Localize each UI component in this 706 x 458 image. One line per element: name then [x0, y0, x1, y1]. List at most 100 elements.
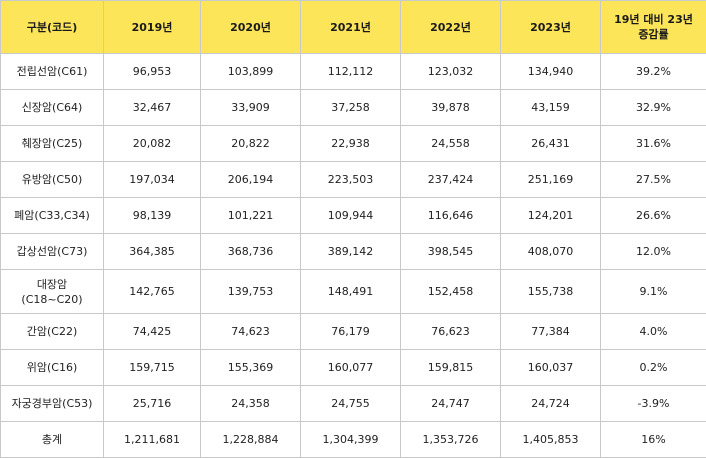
- cell-change-rate: 27.5%: [601, 162, 706, 198]
- cell-change-rate: -3.9%: [601, 386, 706, 422]
- header-change-rate: 19년 대비 23년 증감률: [601, 1, 706, 54]
- cell-2020: 101,221: [201, 198, 301, 234]
- row-category-cell: 갑상선암(C73): [1, 234, 104, 270]
- cell-2021: 223,503: [301, 162, 401, 198]
- cell-change-rate: 31.6%: [601, 126, 706, 162]
- cell-2019: 96,953: [104, 54, 201, 90]
- header-change-rate-line-1: 19년 대비 23년: [603, 12, 704, 27]
- header-row: 구분(코드) 2019년 2020년 2021년 2022년 2023년 19년…: [1, 1, 706, 54]
- cell-2021: 160,077: [301, 350, 401, 386]
- row-category-cell: 전립선암(C61): [1, 54, 104, 90]
- cell-2023: 408,070: [501, 234, 601, 270]
- cell-2021: 24,755: [301, 386, 401, 422]
- row-category-text: 췌장암(C25): [3, 136, 101, 151]
- header-2020: 2020년: [201, 1, 301, 54]
- cell-2019: 159,715: [104, 350, 201, 386]
- row-category-text: 자궁경부암(C53): [3, 396, 101, 411]
- cell-2022: 39,878: [401, 90, 501, 126]
- cell-2019: 20,082: [104, 126, 201, 162]
- row-category-text: 신장암(C64): [3, 100, 101, 115]
- cell-2019: 25,716: [104, 386, 201, 422]
- cell-2022: 24,747: [401, 386, 501, 422]
- cell-2022: 398,545: [401, 234, 501, 270]
- cell-2020: 155,369: [201, 350, 301, 386]
- cell-2019: 1,211,681: [104, 422, 201, 458]
- cell-2019: 98,139: [104, 198, 201, 234]
- cell-2022: 116,646: [401, 198, 501, 234]
- cell-change-rate: 26.6%: [601, 198, 706, 234]
- row-category-text: 폐암(C33,C34): [3, 208, 101, 223]
- header-category: 구분(코드): [1, 1, 104, 54]
- row-category-text: 유방암(C50): [3, 172, 101, 187]
- row-category-cell: 총계: [1, 422, 104, 458]
- cell-2022: 159,815: [401, 350, 501, 386]
- cell-2020: 20,822: [201, 126, 301, 162]
- cell-change-rate: 32.9%: [601, 90, 706, 126]
- cell-2019: 197,034: [104, 162, 201, 198]
- cell-2020: 24,358: [201, 386, 301, 422]
- cell-2023: 134,940: [501, 54, 601, 90]
- row-category-cell: 간암(C22): [1, 314, 104, 350]
- cell-change-rate: 0.2%: [601, 350, 706, 386]
- cell-2021: 1,304,399: [301, 422, 401, 458]
- row-category-cell: 위암(C16): [1, 350, 104, 386]
- row-category-cell: 유방암(C50): [1, 162, 104, 198]
- cell-2020: 368,736: [201, 234, 301, 270]
- cell-2023: 24,724: [501, 386, 601, 422]
- cell-2023: 124,201: [501, 198, 601, 234]
- header-change-rate-line-2: 증감률: [603, 27, 704, 42]
- row-category-cell: 신장암(C64): [1, 90, 104, 126]
- cell-2021: 76,179: [301, 314, 401, 350]
- cell-2019: 142,765: [104, 270, 201, 314]
- cell-2023: 77,384: [501, 314, 601, 350]
- row-category-text: 총계: [3, 432, 101, 447]
- cell-2020: 33,909: [201, 90, 301, 126]
- cell-2021: 148,491: [301, 270, 401, 314]
- cell-2021: 389,142: [301, 234, 401, 270]
- cell-2021: 37,258: [301, 90, 401, 126]
- cell-2022: 76,623: [401, 314, 501, 350]
- row-category-cell: 자궁경부암(C53): [1, 386, 104, 422]
- cell-2020: 206,194: [201, 162, 301, 198]
- cell-2020: 139,753: [201, 270, 301, 314]
- cell-2019: 32,467: [104, 90, 201, 126]
- header-2022: 2022년: [401, 1, 501, 54]
- cell-2019: 74,425: [104, 314, 201, 350]
- cell-2023: 160,037: [501, 350, 601, 386]
- cell-2022: 152,458: [401, 270, 501, 314]
- cell-2023: 155,738: [501, 270, 601, 314]
- cell-2020: 103,899: [201, 54, 301, 90]
- header-2021: 2021년: [301, 1, 401, 54]
- row-category-text: 간암(C22): [3, 324, 101, 339]
- cell-2022: 24,558: [401, 126, 501, 162]
- cell-change-rate: 9.1%: [601, 270, 706, 314]
- cell-2023: 251,169: [501, 162, 601, 198]
- row-category-cell: 폐암(C33,C34): [1, 198, 104, 234]
- row-category-text: 대장암: [3, 277, 101, 292]
- row-category-cell: 대장암(C18~C20): [1, 270, 104, 314]
- cell-2021: 112,112: [301, 54, 401, 90]
- cell-2020: 1,228,884: [201, 422, 301, 458]
- header-2023: 2023년: [501, 1, 601, 54]
- cell-2021: 109,944: [301, 198, 401, 234]
- row-category-text: 갑상선암(C73): [3, 244, 101, 259]
- cell-2022: 1,353,726: [401, 422, 501, 458]
- cell-change-rate: 12.0%: [601, 234, 706, 270]
- cell-change-rate: 16%: [601, 422, 706, 458]
- row-category-cell: 췌장암(C25): [1, 126, 104, 162]
- cell-change-rate: 39.2%: [601, 54, 706, 90]
- cell-2020: 74,623: [201, 314, 301, 350]
- cell-2023: 26,431: [501, 126, 601, 162]
